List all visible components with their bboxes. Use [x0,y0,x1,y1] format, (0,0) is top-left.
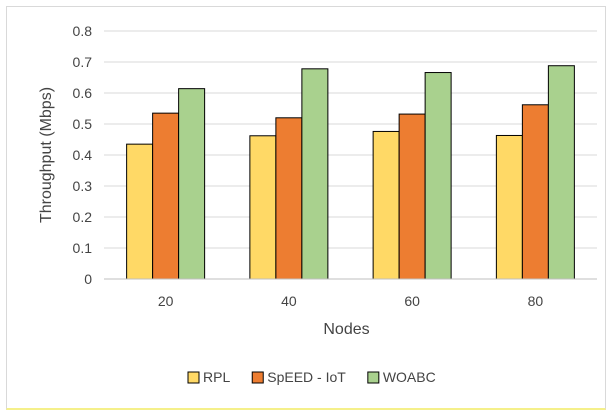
y-tick-label: 0.4 [73,147,93,163]
bars [126,65,575,280]
bar-speed-iot-40 [275,117,303,280]
y-tick-label: 0.8 [73,23,93,39]
bar-speed-iot-20 [152,112,180,280]
x-tick-label: 60 [404,293,420,309]
legend-label: WOABC [383,369,436,385]
bar-rpl-40 [249,135,277,280]
bar-woabc-80 [547,65,575,280]
bar-woabc-20 [178,88,206,280]
x-tick-label: 20 [158,293,174,309]
bar-woabc-60 [424,72,452,280]
chart-frame: 0 0.1 0.2 0.3 0.4 0.5 0.6 0.7 0.8 20 40 60 80 Throu… [6,6,606,410]
y-tick-label: 0.6 [73,85,93,101]
y-axis-title: Throughput (Mbps) [38,87,55,223]
y-tick-label: 0 [84,271,92,287]
bar-rpl-60 [372,130,400,280]
y-tick-label: 0.3 [73,178,93,194]
bar-rpl-20 [126,143,154,280]
legend-swatch [367,371,380,384]
x-tick-label: 40 [281,293,297,309]
y-tick-label: 0.7 [73,54,93,70]
legend-swatch [251,371,264,384]
bar-woabc-40 [301,68,329,280]
y-tick-label: 0.2 [73,209,93,225]
y-tick-label: 0.1 [73,240,93,256]
x-axis-title: Nodes [323,321,369,338]
bar-speed-iot-60 [398,113,426,280]
bar-speed-iot-80 [521,104,549,280]
legend: RPL SpEED - IoT WOABC [187,369,436,385]
legend-label: RPL [203,369,230,385]
throughput-bar-chart: 0 0.1 0.2 0.3 0.4 0.5 0.6 0.7 0.8 20 40 60 80 Throu… [38,23,597,385]
legend-swatch [187,371,200,384]
bar-rpl-80 [495,134,523,280]
x-axis-ticks: 20 40 60 80 [158,293,544,309]
x-tick-label: 80 [528,293,544,309]
legend-label: SpEED - IoT [267,369,346,385]
y-tick-label: 0.5 [73,116,93,132]
y-axis-ticks: 0 0.1 0.2 0.3 0.4 0.5 0.6 0.7 0.8 [73,23,93,287]
